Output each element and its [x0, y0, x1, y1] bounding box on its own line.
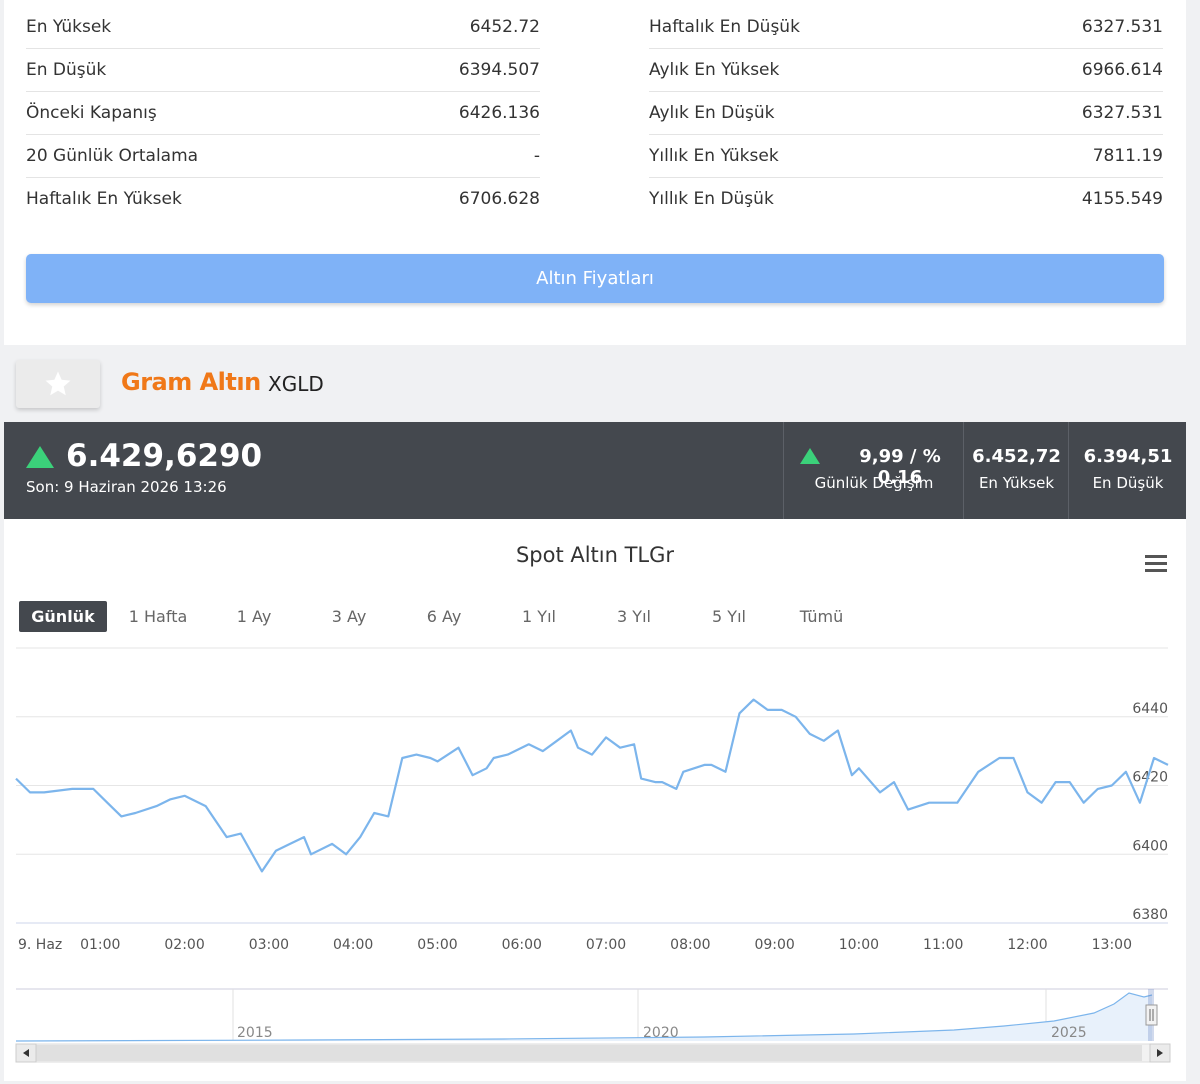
- stat-row: Yıllık En Yüksek 7811.19: [649, 135, 1163, 178]
- stat-label: Haftalık En Yüksek: [26, 189, 182, 209]
- daily-low-value: 6.394,51: [1083, 446, 1173, 467]
- stat-value: 7811.19: [1092, 146, 1163, 166]
- range-button[interactable]: 3 Yıl: [617, 607, 651, 626]
- stat-label: En Yüksek: [26, 17, 112, 37]
- navigator-year-label: 2025: [1051, 1025, 1087, 1041]
- daily-change-label: Günlük Değişim: [814, 474, 934, 492]
- stat-value: 6327.531: [1081, 103, 1163, 123]
- x-tick-label: 13:00: [1092, 937, 1132, 953]
- stat-row: Önceki Kapanış 6426.136: [26, 92, 540, 135]
- stat-value: 6452.72: [469, 17, 540, 37]
- stat-row: En Düşük 6394.507: [26, 49, 540, 92]
- x-tick-label: 09:00: [754, 937, 794, 953]
- stat-row: Aylık En Yüksek 6966.614: [649, 49, 1163, 92]
- navigator-year-label: 2020: [643, 1025, 679, 1041]
- scroll-left-arrow-icon: [23, 1049, 29, 1057]
- stat-label: Önceki Kapanış: [26, 103, 157, 123]
- stat-value: 6426.136: [458, 103, 540, 123]
- stat-row: En Yüksek 6452.72: [26, 6, 540, 49]
- stats-right-column: Haftalık En Düşük 6327.531 Aylık En Yüksek…: [649, 6, 1163, 220]
- stat-label: Aylık En Düşük: [649, 103, 775, 123]
- chart-card: Spot Altın TLGr Günlük 1 Hafta 1 Ay 3 Ay 6 A…: [4, 519, 1186, 1081]
- daily-change-cell: 9,99 / % 0.16 Günlük Değişim: [783, 422, 964, 519]
- stat-label: Aylık En Yüksek: [649, 60, 780, 80]
- change-up-arrow-icon: [800, 448, 820, 464]
- range-button[interactable]: 1 Hafta: [128, 607, 188, 626]
- daily-low-cell: 6.394,51 En Düşük: [1068, 422, 1187, 519]
- chart-series-line: [15, 698, 1169, 873]
- stat-label: 20 Günlük Ortalama: [26, 146, 199, 166]
- x-tick-label: 10:00: [839, 937, 879, 953]
- x-tick-label: 03:00: [249, 937, 289, 953]
- range-button[interactable]: 1 Ay: [236, 607, 272, 626]
- y-tick-label: 6440: [1132, 701, 1168, 717]
- x-tick-label: 07:00: [586, 937, 626, 953]
- stat-label: Haftalık En Düşük: [649, 17, 800, 37]
- range-button[interactable]: 3 Ay: [331, 607, 367, 626]
- asset-name: Gram Altın: [121, 368, 261, 396]
- stat-label: Yıllık En Düşük: [649, 189, 774, 209]
- chart-title: Spot Altın TLGr: [515, 543, 675, 567]
- range-button[interactable]: 6 Ay: [426, 607, 462, 626]
- stat-row: Haftalık En Düşük 6327.531: [649, 6, 1163, 49]
- favorite-button[interactable]: [16, 360, 100, 408]
- navigator-line: [15, 992, 1153, 1042]
- stat-row: Haftalık En Yüksek 6706.628: [26, 178, 540, 220]
- range-button[interactable]: Günlük: [19, 601, 107, 632]
- daily-low-label: En Düşük: [1092, 474, 1164, 492]
- y-tick-label: 6420: [1132, 770, 1168, 786]
- x-tick-label: 9. Haz: [18, 937, 62, 953]
- navigator-area: [16, 993, 1152, 1041]
- last-update-time: Son: 9 Haziran 2026 13:26: [26, 478, 227, 496]
- stat-value: 6327.531: [1081, 17, 1163, 37]
- x-tick-label: 11:00: [923, 937, 963, 953]
- navigator-year-label: 2015: [237, 1025, 273, 1041]
- stat-label: En Düşük: [26, 60, 107, 80]
- x-tick-label: 12:00: [1007, 937, 1047, 953]
- stat-row: Aylık En Düşük 6327.531: [649, 92, 1163, 135]
- chart-menu-icon[interactable]: [1145, 555, 1167, 576]
- daily-high-label: En Yüksek: [978, 474, 1055, 492]
- stats-card: En Yüksek 6452.72 En Düşük 6394.507 Önceki K…: [4, 0, 1186, 345]
- asset-code: XGLD: [268, 372, 324, 396]
- navigator[interactable]: 2015 2020 2025: [15, 988, 1168, 1042]
- range-button[interactable]: Tümü: [799, 607, 844, 626]
- stat-value: 6706.628: [458, 189, 540, 209]
- stat-value: 6966.614: [1081, 60, 1163, 80]
- current-price: 6.429,6290: [66, 438, 263, 474]
- range-button[interactable]: 1 Yıl: [522, 607, 556, 626]
- x-tick-label: 01:00: [80, 937, 120, 953]
- scroll-right-arrow-icon: [1157, 1049, 1163, 1057]
- x-tick-label: 04:00: [333, 937, 373, 953]
- scrollbar[interactable]: [15, 1043, 1171, 1063]
- daily-high-cell: 6.452,72 En Yüksek: [963, 422, 1069, 519]
- stat-value: 4155.549: [1081, 189, 1163, 209]
- x-tick-label: 05:00: [417, 937, 457, 953]
- x-tick-label: 06:00: [502, 937, 542, 953]
- y-tick-label: 6400: [1132, 838, 1168, 854]
- stat-row: Yıllık En Düşük 4155.549: [649, 178, 1163, 220]
- navigator-handle[interactable]: [1145, 1004, 1158, 1026]
- range-button[interactable]: 5 Yıl: [712, 607, 746, 626]
- price-up-arrow-icon: [26, 446, 54, 468]
- price-bar: 6.429,6290 Son: 9 Haziran 2026 13:26 9,9…: [4, 422, 1186, 519]
- stat-row: 20 Günlük Ortalama -: [26, 135, 540, 178]
- daily-high-value: 6.452,72: [972, 446, 1061, 467]
- y-tick-label: 6380: [1132, 907, 1168, 923]
- daily-change-value: 9,99 / % 0.16: [859, 446, 941, 488]
- stat-value: 6394.507: [458, 60, 540, 80]
- x-tick-label: 02:00: [164, 937, 204, 953]
- stat-value: -: [533, 146, 540, 166]
- stats-left-column: En Yüksek 6452.72 En Düşük 6394.507 Önceki K…: [26, 6, 540, 220]
- star-icon: [45, 371, 71, 396]
- x-tick-label: 08:00: [670, 937, 710, 953]
- scrollbar-thumb[interactable]: [36, 1045, 1142, 1061]
- chart-svg: 6380 6400 6420 6440 9. Haz 01:00 02:00 03:00 04…: [15, 647, 1171, 1063]
- stat-label: Yıllık En Yüksek: [649, 146, 779, 166]
- gold-prices-button[interactable]: Altın Fiyatları: [26, 254, 1164, 303]
